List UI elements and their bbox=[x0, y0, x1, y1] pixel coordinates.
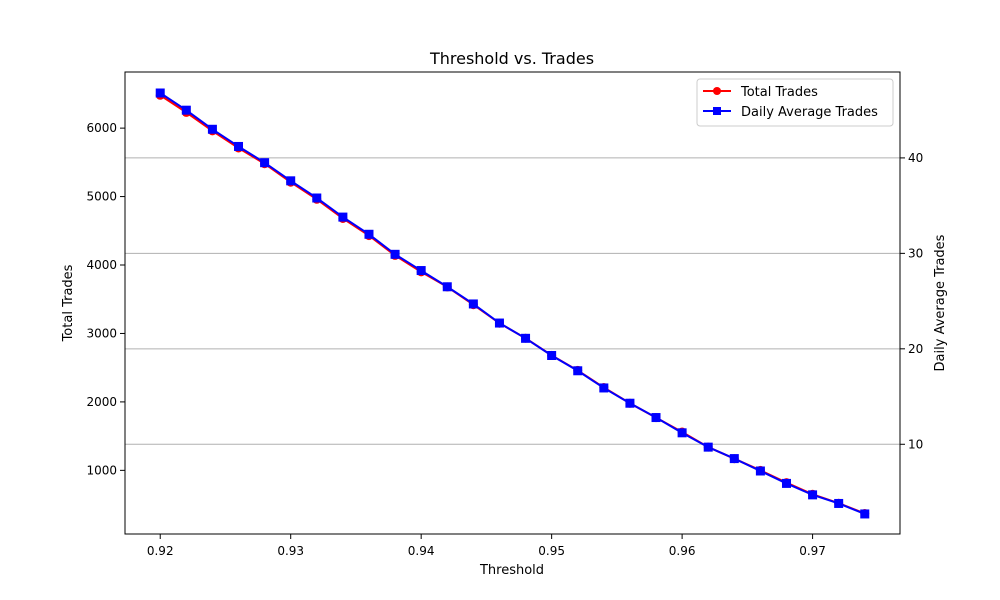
chart-title: Threshold vs. Trades bbox=[429, 49, 594, 68]
data-point-daily-average-trades bbox=[599, 383, 609, 393]
legend: Total Trades Daily Average Trades bbox=[696, 78, 894, 127]
y-tick-label: 1000 bbox=[86, 463, 117, 477]
series-line-daily-average-trades bbox=[159, 92, 866, 515]
data-point-daily-average-trades bbox=[521, 333, 531, 343]
y2-axis-label: Daily Average Trades bbox=[933, 234, 948, 371]
y-tick-label: 6000 bbox=[86, 121, 117, 135]
y2-tick-label: 20 bbox=[908, 342, 923, 356]
data-point-daily-average-trades bbox=[729, 454, 739, 464]
legend-marker-daily-average-trades bbox=[713, 107, 721, 115]
series-lines bbox=[155, 88, 870, 519]
legend-label-daily-average-trades: Daily Average Trades bbox=[741, 105, 878, 120]
y-axis-label: Total Trades bbox=[61, 264, 76, 342]
data-point-daily-average-trades bbox=[834, 498, 844, 508]
data-point-daily-average-trades bbox=[781, 478, 791, 488]
data-point-daily-average-trades bbox=[155, 88, 165, 98]
x-tick-label: 0.92 bbox=[147, 544, 174, 558]
data-point-daily-average-trades bbox=[234, 141, 244, 151]
y2-tick-label: 10 bbox=[908, 437, 923, 451]
data-point-daily-average-trades bbox=[547, 351, 557, 360]
data-point-daily-average-trades bbox=[442, 282, 452, 292]
data-point-daily-average-trades bbox=[416, 266, 426, 276]
data-point-daily-average-trades bbox=[364, 229, 374, 239]
legend-marker-total-trades bbox=[713, 87, 721, 95]
data-point-daily-average-trades bbox=[651, 413, 661, 423]
data-point-daily-average-trades bbox=[468, 299, 478, 309]
data-point-daily-average-trades bbox=[181, 105, 191, 115]
data-point-daily-average-trades bbox=[390, 249, 400, 259]
data-point-daily-average-trades bbox=[703, 442, 713, 452]
y-tick-label: 3000 bbox=[86, 326, 117, 340]
x-tick-label: 0.93 bbox=[277, 544, 304, 558]
data-point-daily-average-trades bbox=[494, 318, 504, 328]
data-point-daily-average-trades bbox=[860, 509, 870, 519]
legend-label-total-trades: Total Trades bbox=[740, 85, 818, 100]
y-tick-label: 4000 bbox=[86, 258, 117, 272]
y-tick-label: 2000 bbox=[86, 395, 117, 409]
legend-box bbox=[696, 78, 894, 127]
data-point-daily-average-trades bbox=[573, 366, 583, 376]
x-tick-label: 0.94 bbox=[408, 544, 435, 558]
x-tick-label: 0.96 bbox=[669, 544, 696, 558]
x-tick-label: 0.97 bbox=[799, 544, 826, 558]
y-axis-right: 10 20 30 40 bbox=[900, 151, 923, 451]
x-axis: 0.92 0.93 0.94 0.95 0.96 0.97 bbox=[147, 534, 826, 558]
x-axis-label: Threshold bbox=[479, 563, 544, 578]
data-point-daily-average-trades bbox=[260, 158, 270, 168]
y-tick-label: 5000 bbox=[86, 190, 117, 204]
plot-frame bbox=[124, 71, 901, 535]
data-point-daily-average-trades bbox=[286, 176, 296, 186]
data-point-daily-average-trades bbox=[755, 466, 765, 476]
x-tick-label: 0.95 bbox=[538, 544, 565, 558]
grid bbox=[125, 157, 900, 445]
data-point-daily-average-trades bbox=[625, 398, 635, 408]
y-axis-left: 1000 2000 3000 4000 5000 6000 bbox=[86, 121, 125, 477]
data-point-daily-average-trades bbox=[207, 124, 217, 134]
data-point-daily-average-trades bbox=[808, 490, 818, 500]
data-point-daily-average-trades bbox=[338, 212, 348, 222]
y2-tick-label: 40 bbox=[908, 151, 923, 165]
data-point-daily-average-trades bbox=[312, 193, 322, 203]
data-point-daily-average-trades bbox=[677, 428, 687, 438]
y2-tick-label: 30 bbox=[908, 246, 923, 260]
